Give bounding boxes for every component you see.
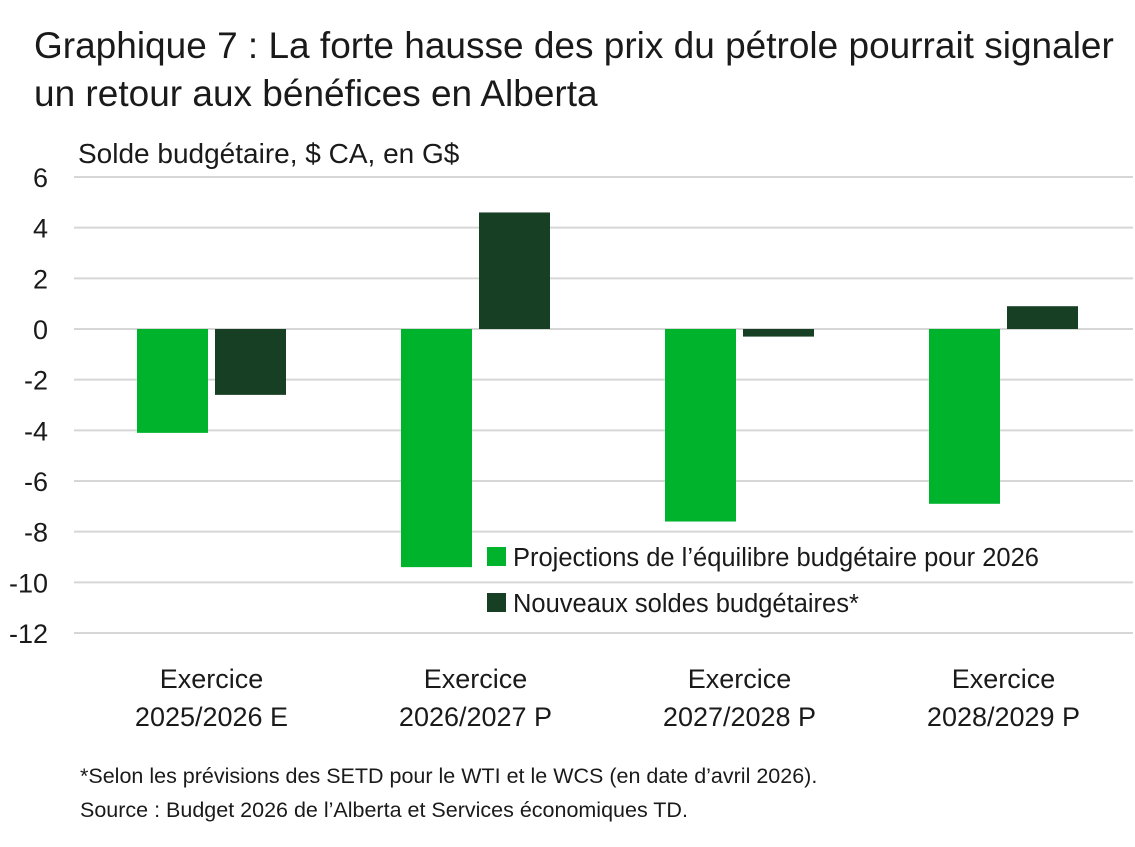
y-tick-label: -10 xyxy=(9,568,48,598)
y-tick-label: 0 xyxy=(33,315,48,345)
bar-projection xyxy=(137,329,208,433)
x-category-labels: Exercice 2025/2026 E Exercice 2026/2027 P Ex… xyxy=(135,664,1080,732)
x-category-label: 2026/2027 P xyxy=(399,702,552,732)
bar-projection xyxy=(665,329,736,522)
bar-new-balance xyxy=(215,329,286,395)
x-category-label: Exercice xyxy=(424,664,528,694)
y-tick-label: -4 xyxy=(24,416,48,446)
chart-title: Graphique 7 : La forte hausse des prix d… xyxy=(34,25,1114,114)
legend: Projections de l’équilibre budgétaire po… xyxy=(487,544,1039,618)
y-tick-label: -12 xyxy=(9,619,48,649)
y-axis-label: Solde budgétaire, $ CA, en G$ xyxy=(78,138,460,169)
x-category-label: Exercice xyxy=(160,664,264,694)
x-category-label: Exercice xyxy=(952,664,1056,694)
x-category-label: 2027/2028 P xyxy=(663,702,816,732)
bar-projection xyxy=(929,329,1000,504)
y-tick-label: -8 xyxy=(24,518,48,548)
legend-label: Projections de l’équilibre budgétaire po… xyxy=(513,544,1039,572)
y-tick-label: 2 xyxy=(33,264,48,294)
x-category-label: 2028/2029 P xyxy=(927,702,1080,732)
y-tick-label: 4 xyxy=(33,214,48,244)
y-tick-label: -2 xyxy=(24,366,48,396)
legend-swatch xyxy=(487,547,506,566)
bars xyxy=(137,212,1078,568)
bar-new-balance xyxy=(1007,306,1078,329)
bar-projection xyxy=(401,329,472,568)
x-category-label: 2025/2026 E xyxy=(135,702,288,732)
bar-new-balance xyxy=(743,329,814,337)
bar-new-balance xyxy=(479,212,550,329)
y-tick-label: 6 xyxy=(33,163,48,193)
legend-label: Nouveaux soldes budgétaires* xyxy=(513,590,859,618)
y-tick-label: -6 xyxy=(24,467,48,497)
footnote: *Selon les prévisions des SETD pour le W… xyxy=(80,764,818,788)
y-tick-labels: 6 4 2 0 -2 -4 -6 -8 -10 -12 xyxy=(9,163,48,649)
legend-swatch xyxy=(487,593,506,612)
source-note: Source : Budget 2026 de l’Alberta et Ser… xyxy=(80,798,688,822)
x-category-label: Exercice xyxy=(688,664,792,694)
